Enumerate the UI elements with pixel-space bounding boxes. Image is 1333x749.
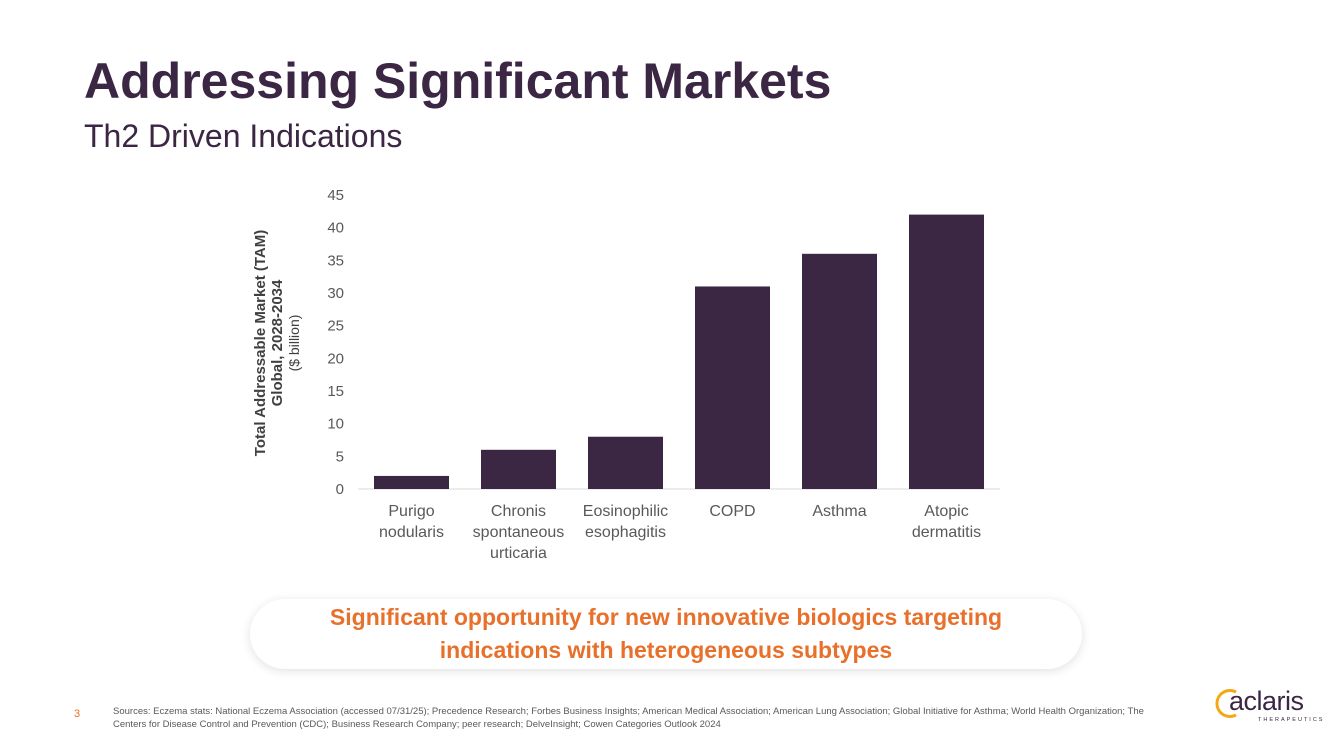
y-axis-title: Total Addressable Market (TAM) Global, 20… — [252, 230, 302, 456]
bar-chart: 0 5 10 15 20 25 30 35 40 45 Purigo nodularis Chronis… — [252, 187, 1000, 562]
y-tick-label: 35 — [327, 252, 344, 269]
page-number: 3 — [74, 708, 81, 720]
x-category-label: Eosinophilic esophagitis — [583, 503, 668, 541]
y-tick-label: 20 — [327, 350, 344, 367]
x-category-label: Purigo nodularis — [379, 503, 444, 541]
callout-text: Significant opportunity for new innovati… — [286, 601, 1046, 667]
logo-arc-icon — [1215, 689, 1237, 718]
callout-box: Significant opportunity for new innovati… — [250, 599, 1082, 669]
x-category-label: Asthma — [812, 503, 866, 520]
company-logo: aclaris THERAPEUTICS — [1214, 686, 1322, 730]
bar — [588, 436, 663, 489]
callout-line-2: indications with heterogeneous subtypes — [439, 637, 893, 663]
x-category-label: Atopic dermatitis — [912, 503, 981, 541]
y-axis-title-line: Global, 2028-2034 — [269, 279, 286, 406]
y-tick-label: 45 — [327, 187, 344, 204]
slide-subtitle: Th2 Driven Indications — [84, 118, 403, 154]
bar — [909, 214, 984, 489]
bar — [695, 286, 770, 489]
y-axis-unit: ($ billion) — [286, 315, 302, 372]
bar — [481, 449, 556, 489]
y-tick-label: 30 — [327, 285, 344, 302]
logo-subtext: THERAPEUTICS — [1258, 717, 1325, 723]
x-category-label: Chronis spontaneous urticaria — [473, 503, 565, 562]
y-tick-label: 0 — [336, 481, 344, 498]
y-tick-label: 40 — [327, 220, 344, 237]
bar — [374, 475, 449, 489]
slide-title: Addressing Significant Markets — [84, 53, 832, 109]
callout-line-1: Significant opportunity for new innovati… — [329, 604, 1003, 630]
y-tick-label: 25 — [327, 318, 344, 335]
sources-footnote: Sources: Eczema stats: National Eczema A… — [113, 706, 1144, 730]
x-category-label: COPD — [709, 503, 755, 520]
bar — [802, 253, 877, 489]
y-tick-label: 10 — [327, 416, 344, 433]
logo-wordmark: aclaris — [1229, 686, 1304, 716]
y-axis-title-line: Total Addressable Market (TAM) — [252, 230, 269, 456]
y-tick-label: 15 — [327, 383, 344, 400]
y-tick-label: 5 — [336, 448, 344, 465]
